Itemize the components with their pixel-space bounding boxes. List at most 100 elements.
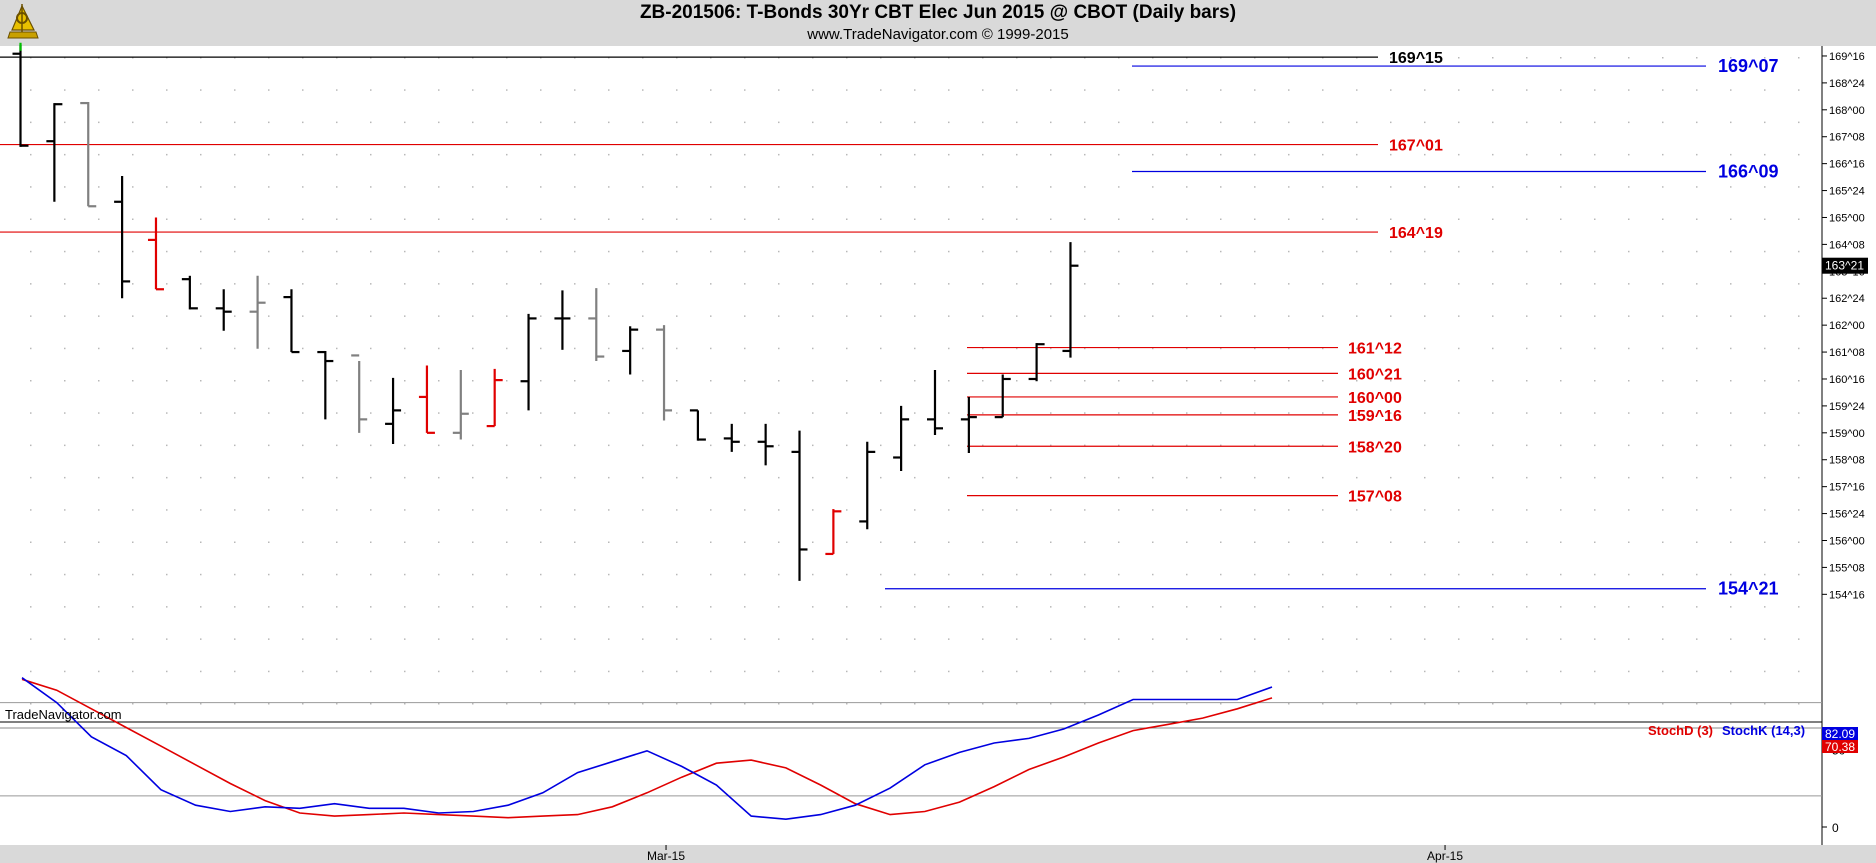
grid-dot <box>1560 670 1562 673</box>
grid-dot <box>1798 315 1800 317</box>
grid-dot <box>642 250 644 253</box>
level-label: 157^08 <box>1348 489 1402 506</box>
grid-dot <box>302 703 304 705</box>
grid-dot <box>880 89 882 91</box>
grid-dot <box>982 153 984 156</box>
grid-dot <box>642 509 644 511</box>
grid-dot <box>1016 509 1018 511</box>
grid-dot <box>1390 638 1392 640</box>
y-tick-label: 161^08 <box>1829 347 1865 359</box>
grid-dot <box>336 283 338 285</box>
grid-dot <box>676 606 678 608</box>
grid-dot <box>1390 444 1392 447</box>
grid-dot <box>812 153 814 156</box>
grid-dot <box>336 573 338 576</box>
grid-dot <box>1356 57 1358 59</box>
grid-dot <box>1050 573 1052 576</box>
grid-dot <box>778 380 780 382</box>
level-label: 169^07 <box>1718 56 1779 76</box>
grid-dot <box>948 606 950 608</box>
grid-dot <box>1764 412 1766 414</box>
grid-dot <box>1084 476 1086 479</box>
grid-dot <box>1458 670 1460 673</box>
grid-dot <box>744 186 746 188</box>
grid-dot <box>302 476 304 479</box>
grid-dot <box>1730 444 1732 447</box>
grid-dot <box>1628 380 1630 382</box>
grid-dot <box>676 121 678 124</box>
legend-stochd: StochD (3) <box>1648 723 1713 738</box>
grid-dot <box>1492 347 1494 350</box>
grid-dot <box>1696 121 1698 124</box>
grid-dot <box>982 476 984 479</box>
grid-dot <box>200 186 202 188</box>
grid-dot <box>1696 153 1698 156</box>
grid-dot <box>608 509 610 511</box>
grid-dot <box>404 541 406 543</box>
grid-dot <box>948 315 950 317</box>
grid-dot <box>472 57 474 59</box>
grid-dot <box>370 218 372 220</box>
grid-dot <box>1526 186 1528 188</box>
grid-dot <box>370 606 372 608</box>
grid-dot <box>1798 541 1800 543</box>
grid-dot <box>982 606 984 608</box>
grid-dot <box>1662 283 1664 285</box>
grid-dot <box>642 670 644 673</box>
grid-dot <box>1050 89 1052 91</box>
grid-dot <box>268 121 270 124</box>
grid-dot <box>64 315 66 317</box>
grid-dot <box>30 670 32 673</box>
grid-dot <box>880 606 882 608</box>
grid-dot <box>1254 412 1256 414</box>
grid-dot <box>472 412 474 414</box>
grid-dot <box>880 573 882 576</box>
ohlc-bars <box>12 44 1079 581</box>
grid-dot <box>1220 347 1222 350</box>
grid-dot <box>302 250 304 253</box>
grid-dot <box>1798 186 1800 188</box>
grid-dot <box>1288 412 1290 414</box>
trade-navigator-logo <box>2 2 44 42</box>
grid-dot <box>1016 606 1018 608</box>
grid-dot <box>1662 89 1664 91</box>
grid-dot <box>268 509 270 511</box>
grid-dot <box>982 250 984 253</box>
grid-dot <box>1220 509 1222 511</box>
grid-dot <box>1526 476 1528 479</box>
grid-dot <box>948 121 950 124</box>
grid-dot <box>710 380 712 382</box>
grid-dot <box>1458 186 1460 188</box>
grid-dot <box>1186 89 1188 91</box>
grid-dot <box>1492 606 1494 608</box>
grid-dot <box>404 638 406 640</box>
grid-dot <box>1220 218 1222 220</box>
grid-dot <box>880 476 882 479</box>
ohlc-bar <box>893 405 910 471</box>
grid-dot <box>982 57 984 59</box>
grid-dot <box>1084 638 1086 640</box>
grid-dot <box>1254 57 1256 59</box>
ohlc-bar <box>859 441 876 530</box>
grid-dot <box>268 573 270 576</box>
grid-dot <box>1390 153 1392 156</box>
grid-dot <box>98 670 100 673</box>
last-price-box <box>1822 257 1868 274</box>
grid-dot <box>540 444 542 447</box>
grid-dot <box>1322 573 1324 576</box>
grid-dot <box>1492 153 1494 156</box>
grid-dot <box>914 347 916 350</box>
grid-dot <box>1730 509 1732 511</box>
grid-dot <box>1016 476 1018 479</box>
grid-dot <box>1254 121 1256 124</box>
grid-dot <box>1798 57 1800 59</box>
grid-dot <box>1560 573 1562 576</box>
grid-dot <box>1526 541 1528 543</box>
grid-dot <box>472 218 474 220</box>
grid-dot <box>914 541 916 543</box>
grid-dot <box>302 153 304 156</box>
grid-dot <box>1526 57 1528 59</box>
grid-dot <box>1458 606 1460 608</box>
grid-dot <box>472 380 474 382</box>
